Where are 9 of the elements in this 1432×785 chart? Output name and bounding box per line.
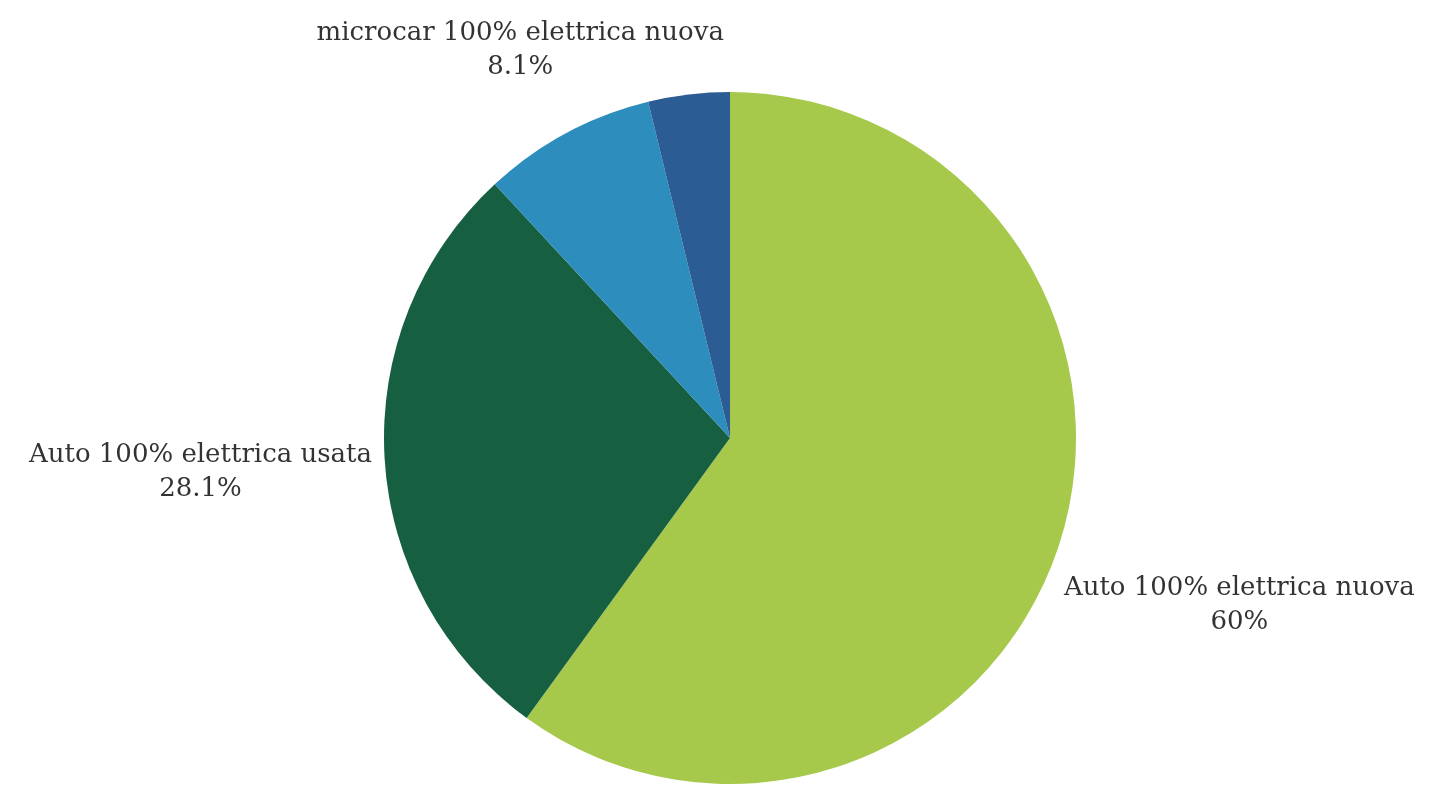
pie-slice <box>384 184 730 718</box>
data-label: 8.1% <box>487 49 554 80</box>
slice-label: microcar 100% elettrica nuova <box>316 15 724 46</box>
slice-label: Auto 100% elettrica nuova <box>1062 571 1415 602</box>
slice-label: Auto 100% elettrica usata <box>27 437 372 468</box>
data-label: 60% <box>1210 605 1269 636</box>
pie-slice <box>494 101 730 438</box>
data-label: 28.1% <box>159 471 242 502</box>
pie-slice <box>648 92 730 438</box>
